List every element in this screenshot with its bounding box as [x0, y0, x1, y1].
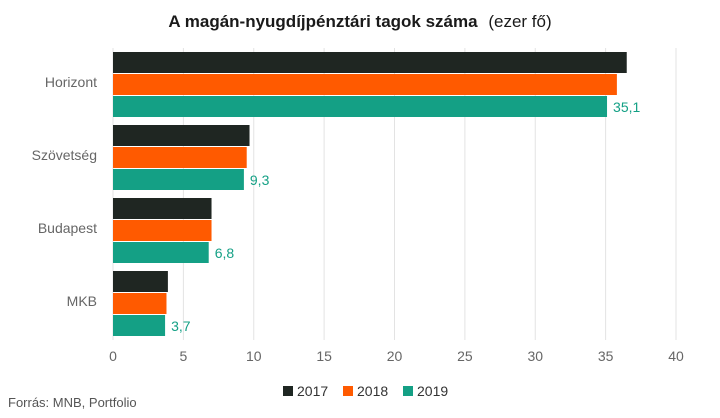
- data-label: 3,7: [171, 318, 191, 334]
- bar-2018: [113, 293, 167, 314]
- chart-title: A magán-nyugdíjpénztári tagok száma (eze…: [0, 12, 720, 32]
- legend-label: 2019: [417, 383, 448, 399]
- bar-2019: [113, 242, 209, 263]
- y-category-label: MKB: [67, 293, 97, 309]
- legend-label: 2017: [297, 383, 328, 399]
- y-category-label: Budapest: [38, 220, 97, 236]
- x-tick-label: 20: [387, 348, 403, 364]
- bar-2019: [113, 96, 608, 117]
- bar-2017: [113, 271, 168, 292]
- x-tick-label: 40: [668, 348, 684, 364]
- data-label: 35,1: [613, 99, 640, 115]
- chart-title-main: A magán-nyugdíjpénztári tagok száma: [168, 12, 478, 31]
- bar-2017: [113, 125, 250, 146]
- source-note: Forrás: MNB, Portfolio: [8, 395, 137, 410]
- bar-2017: [113, 198, 212, 219]
- bar-2017: [113, 52, 627, 73]
- data-label: 9,3: [250, 172, 270, 188]
- bar-2018: [113, 147, 247, 168]
- y-category-label: Szövetség: [32, 147, 97, 163]
- data-label: 6,8: [215, 245, 235, 261]
- chart-title-unit: (ezer fő): [488, 12, 552, 31]
- legend-label: 2018: [357, 383, 388, 399]
- x-tick-label: 0: [109, 348, 117, 364]
- bar-2018: [113, 74, 617, 95]
- bar-2019: [113, 315, 166, 336]
- legend-swatch-2017: [283, 386, 293, 396]
- bar-2019: [113, 169, 244, 190]
- bar-2018: [113, 220, 212, 241]
- x-tick-label: 15: [316, 348, 332, 364]
- x-tick-label: 10: [246, 348, 262, 364]
- y-category-label: Horizont: [45, 74, 97, 90]
- x-tick-label: 30: [527, 348, 543, 364]
- legend-swatch-2018: [343, 386, 353, 396]
- x-tick-label: 5: [179, 348, 187, 364]
- legend-swatch-2019: [403, 386, 413, 396]
- x-tick-label: 35: [598, 348, 614, 364]
- x-tick-label: 25: [457, 348, 473, 364]
